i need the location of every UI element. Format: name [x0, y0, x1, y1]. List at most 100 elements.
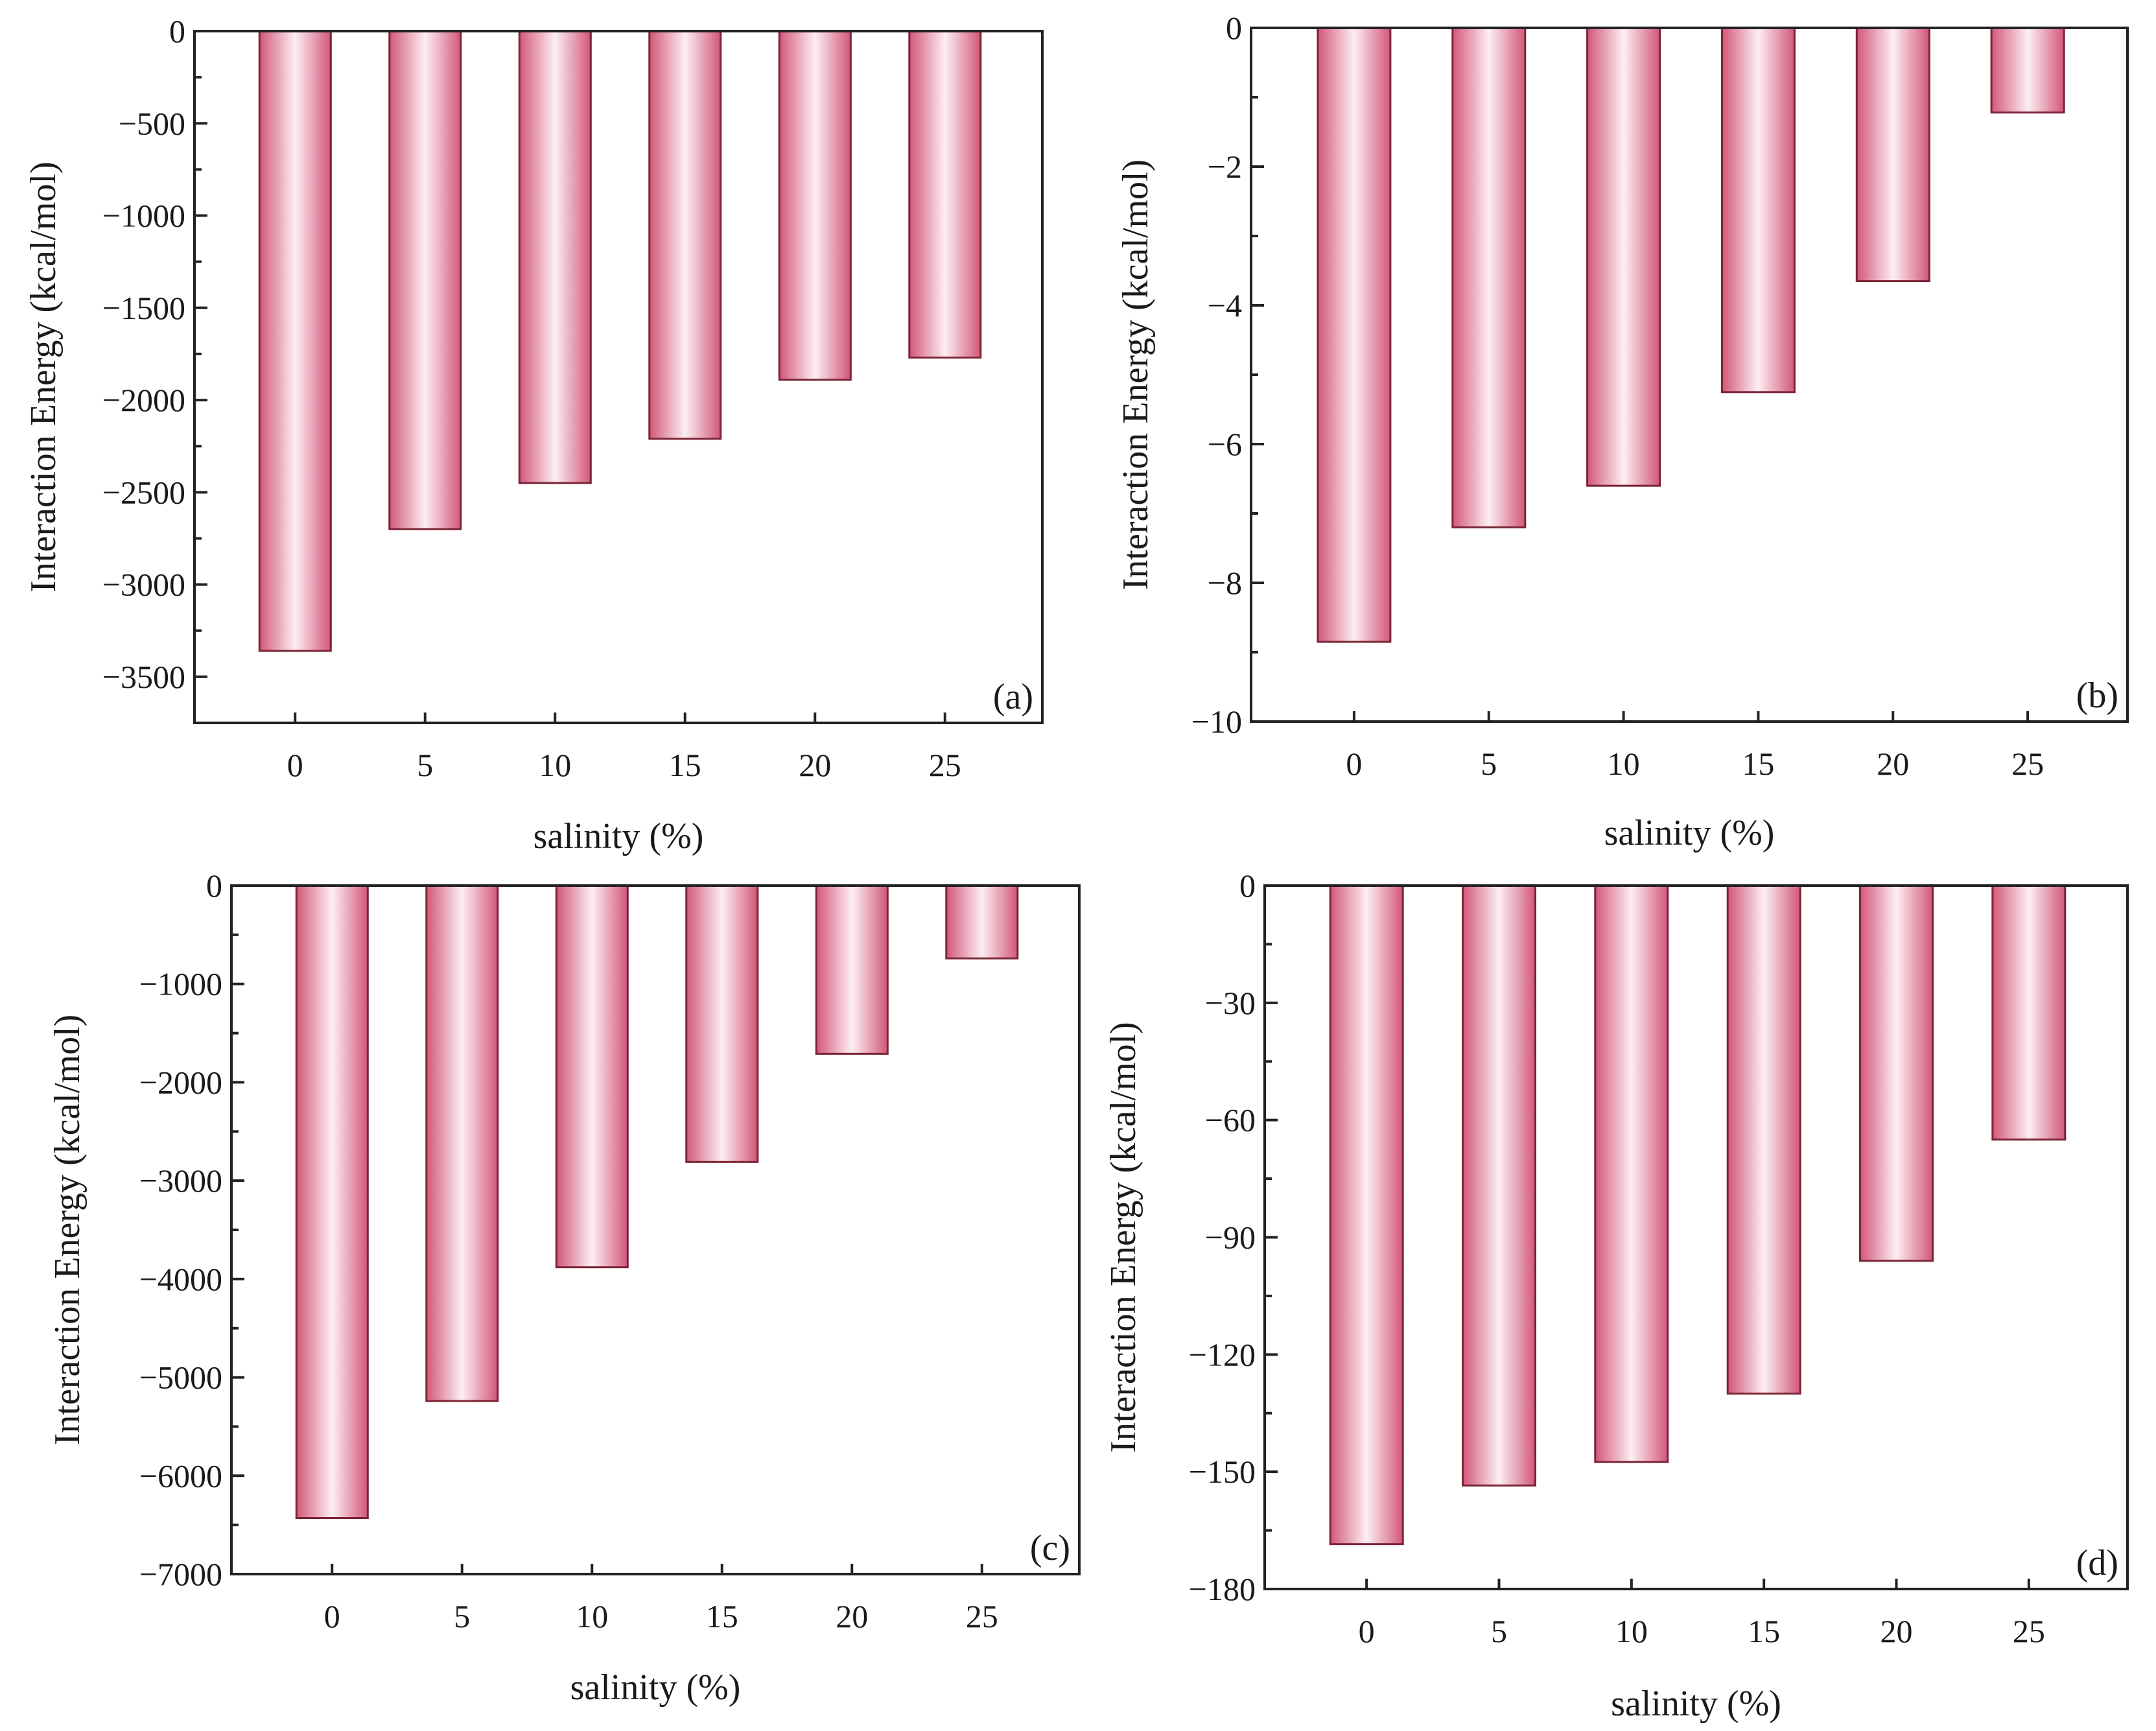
y-tick-label-0-d: 0: [1239, 867, 1256, 904]
y-tick-label-1-c: −1000: [139, 966, 222, 1002]
y-tick-label-6-c: −6000: [139, 1457, 222, 1494]
y-tick-label-5-d: −150: [1189, 1454, 1256, 1490]
x-tick-0-c: 0: [324, 1598, 340, 1634]
x-tick-20-d: 20: [1881, 1613, 1913, 1649]
bars-b: [1317, 27, 2065, 643]
bar-15-b: [1720, 27, 1796, 394]
y-tick-label-4-a: −2000: [102, 382, 185, 418]
x-axis-title-c: salinity (%): [570, 1667, 741, 1708]
bar-20-b: [1855, 27, 1930, 283]
ticks-b: [1251, 27, 2030, 723]
bar-5-c: [425, 884, 499, 1402]
y-tick-label-5-b: −10: [1191, 703, 1242, 740]
bar-0-b: [1317, 27, 1392, 643]
x-tick-25-a: 25: [929, 747, 961, 783]
y-tick-label-1-d: −30: [1205, 985, 1256, 1021]
x-tick-5-b: 5: [1481, 746, 1497, 782]
panel-d: 0 5 10 15 20 25 0 −30 −60 −90 −120 −150 …: [1103, 867, 2129, 1724]
bar-5-d: [1462, 884, 1536, 1487]
bar-15-c: [685, 884, 759, 1163]
x-tick-25-c: 25: [966, 1598, 998, 1634]
y-tick-label-3-c: −3000: [139, 1162, 222, 1199]
y-axis-title-a: Interaction Energy (kcal/mol): [23, 161, 64, 592]
y-tick-label-3-a: −1500: [102, 290, 185, 326]
bar-10-b: [1586, 27, 1661, 487]
x-tick-20-b: 20: [1877, 746, 1909, 782]
x-tick-5-c: 5: [454, 1598, 470, 1634]
y-axis-title-c: Interaction Energy (kcal/mol): [47, 1015, 88, 1445]
bar-20-a: [778, 30, 852, 381]
panel-label-c: (c): [1030, 1528, 1070, 1568]
y-tick-label-3-d: −90: [1205, 1219, 1256, 1256]
bar-15-d: [1726, 884, 1801, 1395]
y-tick-label-5-a: −2500: [102, 474, 185, 510]
y-tick-label-0-c: 0: [206, 867, 222, 904]
x-tick-10-c: 10: [576, 1598, 608, 1634]
x-tick-0-a: 0: [287, 747, 303, 783]
x-tick-15-a: 15: [669, 747, 701, 783]
x-axis-title-d: salinity (%): [1611, 1684, 1781, 1724]
y-tick-label-7-a: −3500: [102, 659, 185, 695]
bar-25-a: [908, 30, 982, 359]
x-tick-0-d: 0: [1359, 1613, 1375, 1649]
x-tick-10-b: 10: [1608, 746, 1640, 782]
ticks-d: [1265, 884, 2030, 1590]
bar-0-d: [1329, 884, 1404, 1546]
y-axis-title-b: Interaction Energy (kcal/mol): [1116, 159, 1156, 590]
bar-0-a: [258, 30, 332, 652]
y-tick-label-6-a: −3000: [102, 567, 185, 603]
x-tick-10-a: 10: [539, 747, 571, 783]
panel-label-a: (a): [993, 677, 1033, 717]
x-tick-15-d: 15: [1748, 1613, 1780, 1649]
bar-10-a: [518, 30, 592, 484]
bars-a: [258, 30, 982, 652]
y-tick-label-4-c: −4000: [139, 1261, 222, 1297]
x-axis-title-a: salinity (%): [533, 816, 704, 856]
plot-frame-a: [193, 30, 1044, 724]
y-tick-label-6-d: −180: [1189, 1571, 1256, 1607]
x-tick-0-b: 0: [1346, 746, 1362, 782]
bar-25-d: [1991, 884, 2067, 1141]
panel-label-b: (b): [2076, 676, 2118, 716]
bar-20-d: [1859, 884, 1934, 1262]
y-tick-label-4-b: −8: [1208, 565, 1242, 601]
ticks-a: [194, 30, 946, 723]
y-tick-label-0-b: 0: [1226, 10, 1242, 46]
x-tick-15-b: 15: [1742, 746, 1774, 782]
bars-c: [295, 884, 1019, 1519]
panel-c: 0 5 10 15 20 25 0 −1000 −2000 −3000 −400…: [47, 867, 1081, 1708]
x-tick-5-d: 5: [1491, 1613, 1507, 1649]
bar-15-a: [648, 30, 722, 440]
bar-25-c: [945, 884, 1019, 960]
panel-b: 0 5 10 15 20 25 0 −2 −4 −6 −8 −10 salini…: [1116, 10, 2129, 853]
y-tick-label-2-a: −1000: [102, 198, 185, 234]
y-tick-label-5-c: −5000: [139, 1360, 222, 1396]
bar-20-c: [815, 884, 889, 1055]
y-tick-label-2-d: −60: [1205, 1102, 1256, 1138]
y-tick-label-7-c: −7000: [139, 1556, 222, 1592]
bar-5-b: [1451, 27, 1527, 528]
x-tick-25-d: 25: [2013, 1613, 2045, 1649]
x-axis-title-b: salinity (%): [1604, 813, 1775, 853]
bar-10-d: [1594, 884, 1669, 1463]
bar-25-b: [1990, 27, 2065, 113]
x-tick-15-c: 15: [706, 1598, 738, 1634]
y-tick-label-4-d: −120: [1189, 1336, 1256, 1372]
x-tick-10-d: 10: [1615, 1613, 1648, 1649]
x-tick-20-a: 20: [799, 747, 831, 783]
bar-5-a: [388, 30, 462, 530]
panel-a: 0 5 10 15 20 25 0 −500 −1000 −1500 −2000…: [23, 13, 1044, 856]
y-tick-label-2-b: −4: [1208, 287, 1242, 324]
y-tick-label-3-b: −6: [1208, 426, 1242, 462]
x-tick-20-c: 20: [836, 1598, 868, 1634]
bar-0-c: [295, 884, 369, 1519]
panel-label-d: (d): [2076, 1543, 2118, 1583]
y-tick-label-0-a: 0: [169, 13, 185, 49]
y-axis-title-d: Interaction Energy (kcal/mol): [1103, 1022, 1143, 1452]
bars-d: [1329, 884, 2067, 1546]
y-tick-label-1-b: −2: [1208, 148, 1242, 185]
y-tick-label-2-c: −2000: [139, 1064, 222, 1100]
y-tick-label-1-a: −500: [119, 105, 185, 141]
x-tick-25-b: 25: [2011, 746, 2044, 782]
